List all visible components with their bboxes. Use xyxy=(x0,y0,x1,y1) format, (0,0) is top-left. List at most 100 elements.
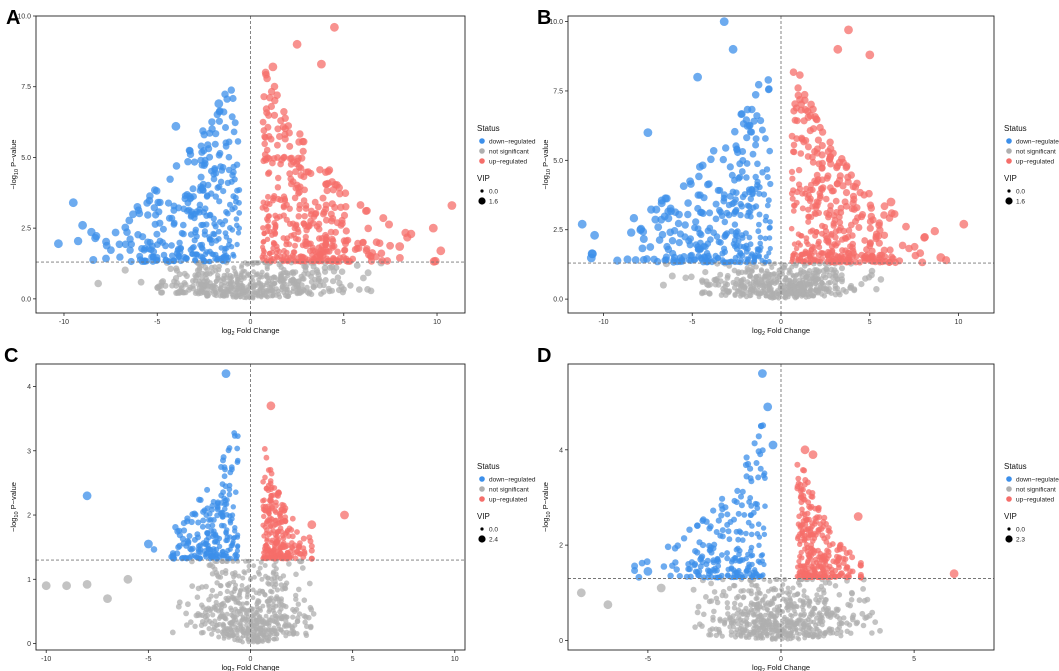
not-significant-point xyxy=(217,293,223,299)
not-significant-point xyxy=(812,606,818,612)
not-significant-point xyxy=(308,606,315,613)
up-regulated-point xyxy=(834,253,842,260)
up-regulated-point xyxy=(265,193,271,200)
down-regulated-point xyxy=(154,198,162,207)
down-regulated-point xyxy=(144,539,153,549)
not-significant-point xyxy=(711,608,717,615)
not-significant-point xyxy=(716,626,722,633)
up-regulated-point xyxy=(827,202,834,210)
not-significant-point xyxy=(255,293,261,299)
down-regulated-point xyxy=(156,219,164,227)
down-regulated-point xyxy=(766,235,773,241)
not-significant-point xyxy=(210,612,216,618)
down-regulated-point xyxy=(733,233,741,240)
y-tick-label: 4 xyxy=(559,447,563,454)
down-regulated-point xyxy=(166,175,174,183)
up-regulated-point xyxy=(831,259,838,266)
up-regulated-point xyxy=(262,503,269,510)
not-significant-point xyxy=(734,611,740,617)
up-regulated-point xyxy=(823,235,830,242)
down-regulated-point xyxy=(204,486,211,493)
up-regulated-point xyxy=(281,135,289,143)
not-significant-point xyxy=(296,586,302,593)
not-significant-point xyxy=(724,605,731,611)
down-regulated-point xyxy=(705,567,711,574)
not-significant-point xyxy=(241,292,247,298)
not-significant-point xyxy=(726,288,733,294)
down-regulated-point xyxy=(135,209,144,218)
down-regulated-point xyxy=(220,489,227,496)
not-significant-point xyxy=(41,581,51,591)
up-regulated-point xyxy=(807,186,814,194)
down-regulated-point xyxy=(723,259,730,266)
down-regulated-point xyxy=(741,512,748,518)
down-regulated-point xyxy=(674,542,681,549)
up-regulated-point xyxy=(800,117,808,125)
down-regulated-point xyxy=(193,554,200,561)
down-regulated-point xyxy=(653,257,662,266)
up-regulated-point xyxy=(795,166,803,174)
up-regulated-point xyxy=(275,528,282,535)
not-significant-point xyxy=(754,591,760,597)
down-regulated-point xyxy=(754,531,761,537)
not-significant-point xyxy=(221,283,227,289)
not-significant-point xyxy=(270,602,276,608)
down-regulated-point xyxy=(686,526,693,533)
x-tick-label: -5 xyxy=(645,656,651,663)
up-regulated-point xyxy=(867,204,875,212)
not-significant-point xyxy=(347,282,354,289)
not-significant-point xyxy=(799,273,805,279)
up-regulated-point xyxy=(287,175,295,183)
not-significant-point xyxy=(717,618,723,624)
up-regulated-point xyxy=(861,237,869,244)
up-regulated-point xyxy=(805,532,811,538)
not-significant-point xyxy=(802,635,808,641)
not-significant-point xyxy=(762,620,767,626)
up-regulated-point xyxy=(856,259,863,266)
not-significant-point xyxy=(759,276,765,282)
not-significant-point xyxy=(185,601,191,608)
not-significant-point xyxy=(772,261,778,267)
down-regulated-point xyxy=(169,553,176,560)
up-regulated-point xyxy=(930,227,939,236)
down-regulated-point xyxy=(767,245,773,252)
up-regulated-point xyxy=(293,157,301,165)
down-regulated-point xyxy=(224,210,231,217)
down-regulated-point xyxy=(755,433,762,440)
down-regulated-point xyxy=(638,559,646,567)
up-regulated-point xyxy=(308,543,315,550)
up-regulated-point xyxy=(911,251,920,260)
down-regulated-point xyxy=(728,559,735,565)
up-regulated-point xyxy=(273,91,281,99)
up-regulated-point xyxy=(267,555,273,561)
down-regulated-point xyxy=(189,185,197,193)
x-tick-label: -10 xyxy=(598,319,608,326)
not-significant-point xyxy=(822,631,828,637)
not-significant-point xyxy=(813,622,819,628)
up-regulated-point xyxy=(829,541,836,547)
up-regulated-point xyxy=(311,198,319,206)
not-significant-point xyxy=(735,270,742,277)
not-significant-point xyxy=(305,271,311,277)
y-tick-label: 2.5 xyxy=(553,227,563,234)
down-regulated-point xyxy=(180,527,188,534)
down-regulated-point xyxy=(220,188,227,195)
down-regulated-point xyxy=(153,257,160,264)
up-regulated-point xyxy=(795,475,802,482)
down-regulated-point xyxy=(751,91,760,99)
up-regulated-point xyxy=(279,123,287,131)
up-regulated-point xyxy=(263,454,270,461)
not-significant-point xyxy=(199,275,205,282)
not-significant-point xyxy=(252,290,258,296)
not-significant-point xyxy=(740,595,746,601)
down-regulated-point xyxy=(719,506,726,513)
up-regulated-point xyxy=(823,539,830,545)
not-significant-point xyxy=(268,595,274,601)
down-regulated-point xyxy=(733,146,741,154)
not-significant-point xyxy=(726,615,733,621)
down-regulated-point xyxy=(737,211,744,219)
not-significant-point xyxy=(787,604,792,609)
up-regulated-point xyxy=(844,259,851,266)
not-significant-point xyxy=(224,267,231,274)
